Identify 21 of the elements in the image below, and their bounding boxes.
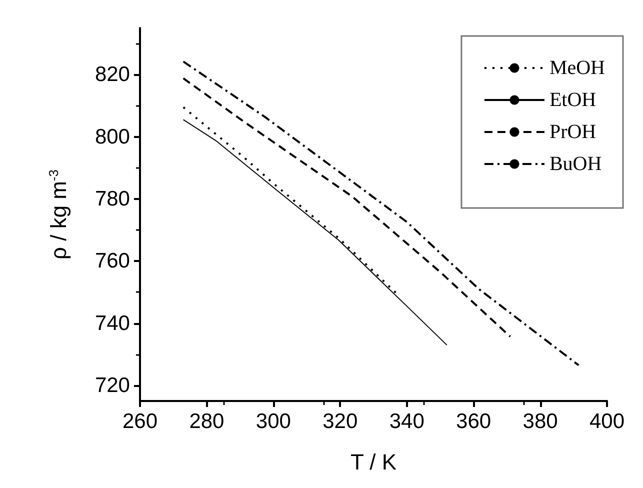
x-tick-label: 260	[122, 410, 158, 433]
legend-label: MeOH	[549, 57, 605, 79]
x-tick-label: 400	[589, 410, 625, 433]
legend-label: PrOH	[549, 121, 596, 143]
x-tick-label: 300	[256, 410, 291, 433]
line-series	[182, 77, 512, 338]
y-tick-label: 820	[94, 63, 130, 86]
x-axis-title: T / K	[350, 450, 397, 474]
x-tick-label: 280	[189, 410, 224, 433]
legend-label: EtOH	[549, 89, 596, 111]
y-tick-label: 780	[94, 187, 130, 210]
x-tick-label: 320	[322, 410, 358, 433]
x-tick-label: 340	[389, 410, 424, 433]
y-tick-label: 800	[94, 125, 130, 148]
y-tick-label: 740	[94, 312, 130, 335]
y-axis-title: ρ / kg m-3	[46, 169, 71, 260]
legend-label: BuOH	[549, 153, 602, 175]
x-tick-label: 360	[456, 410, 492, 433]
y-tick-label: 720	[94, 374, 130, 397]
y-tick-label: 760	[94, 250, 130, 273]
x-tick-label: 380	[522, 410, 558, 433]
